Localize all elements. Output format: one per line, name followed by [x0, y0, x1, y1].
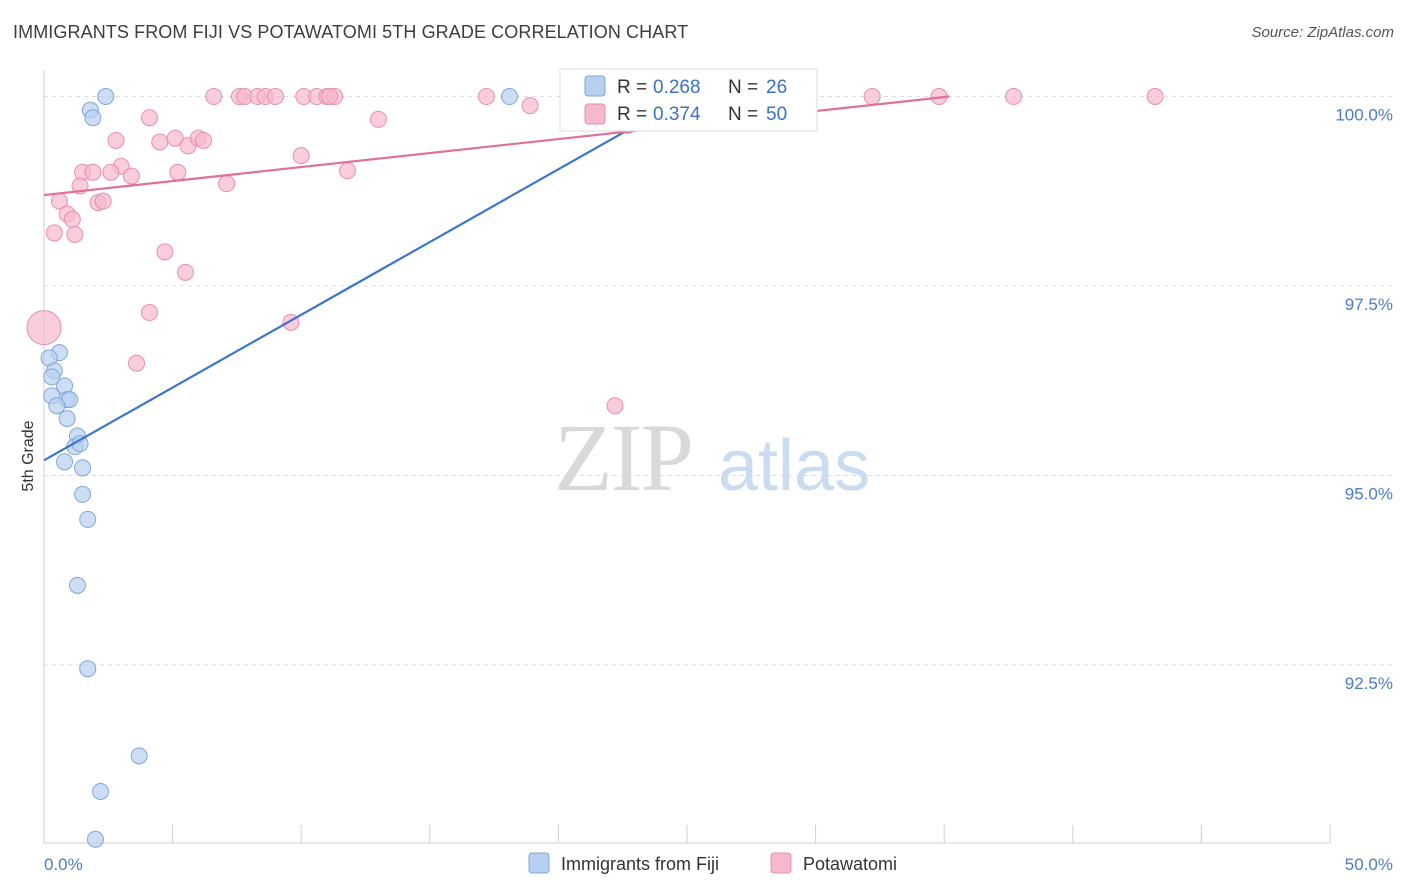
y-tick-label: 92.5%	[1345, 674, 1393, 693]
x-tick-label-min: 0.0%	[44, 855, 83, 874]
legend-swatch-fiji	[584, 75, 606, 97]
potawatomi-point	[151, 133, 169, 151]
y-tick-label: 95.0%	[1345, 484, 1393, 503]
fiji-point	[58, 410, 76, 428]
fiji-point	[68, 576, 86, 594]
fiji-point	[74, 459, 92, 477]
potawatomi-point	[194, 131, 212, 149]
series-fiji-points	[40, 88, 519, 848]
gridlines	[44, 96, 1393, 666]
fiji-point	[56, 453, 74, 471]
potawatomi-point	[266, 88, 284, 106]
potawatomi-point	[94, 192, 112, 210]
series-potawatomi-points	[26, 88, 1164, 415]
y-axis-label: 5th Grade	[20, 420, 37, 491]
potawatomi-point	[176, 263, 194, 281]
potawatomi-point	[128, 354, 146, 372]
legend-fiji-n-value: 26	[766, 77, 787, 98]
watermark-zip: ZIP	[554, 404, 692, 511]
fiji-point	[501, 88, 519, 106]
x-ticks	[43, 825, 1331, 843]
potawatomi-point	[122, 167, 140, 185]
legend-fiji-r-label: R =	[617, 77, 647, 98]
potawatomi-point	[205, 88, 223, 106]
chart-title: IMMIGRANTS FROM FIJI VS POTAWATOMI 5TH G…	[13, 22, 689, 42]
bottom-legend: Immigrants from Fiji Potawatomi	[528, 852, 897, 874]
potawatomi-point	[102, 163, 120, 181]
potawatomi-point	[63, 210, 81, 228]
potawatomi-point	[140, 304, 158, 322]
legend-potawatomi-n-label: N =	[728, 104, 758, 125]
x-tick-label-max: 50.0%	[1345, 855, 1393, 874]
watermark-atlas: atlas	[718, 426, 870, 506]
fiji-point	[74, 485, 92, 503]
potawatomi-point	[320, 88, 338, 106]
legend: R = 0.268 N = 26 R = 0.374 N = 50	[559, 68, 818, 132]
legend-potawatomi-n-value: 50	[766, 104, 787, 125]
y-tick-labels: 100.0% 97.5% 95.0% 92.5%	[1335, 106, 1393, 693]
y-tick-label: 100.0%	[1335, 106, 1393, 125]
legend-fiji-n-label: N =	[728, 77, 758, 98]
fiji-point	[84, 109, 102, 127]
fiji-point	[48, 397, 66, 415]
fiji-trendline	[43, 95, 688, 462]
potawatomi-point	[338, 162, 356, 180]
potawatomi-point	[107, 131, 125, 149]
potawatomi-point	[477, 88, 495, 106]
legend-potawatomi-r-label: R =	[617, 104, 647, 125]
fiji-point	[79, 660, 97, 678]
fiji-point	[86, 830, 104, 848]
watermark: ZIP atlas	[554, 404, 870, 511]
fiji-point	[43, 368, 61, 386]
potawatomi-point	[1005, 88, 1023, 106]
y-tick-label: 97.5%	[1345, 295, 1393, 314]
bottom-legend-swatch-fiji	[528, 852, 550, 874]
potawatomi-point	[26, 310, 62, 346]
potawatomi-point	[45, 224, 63, 242]
bottom-legend-label-potawatomi: Potawatomi	[803, 854, 897, 874]
bottom-legend-label-fiji: Immigrants from Fiji	[561, 854, 719, 874]
potawatomi-point	[292, 147, 310, 165]
potawatomi-point	[863, 88, 881, 106]
fiji-point	[130, 747, 148, 765]
potawatomi-point	[84, 163, 102, 181]
potawatomi-point	[606, 397, 624, 415]
potawatomi-point	[166, 129, 184, 147]
bottom-legend-swatch-potawatomi	[770, 852, 792, 874]
potawatomi-point	[369, 110, 387, 128]
potawatomi-point	[521, 97, 539, 115]
potawatomi-point	[66, 225, 84, 243]
legend-swatch-potawatomi	[584, 103, 606, 125]
chart-source: Source: ZipAtlas.com	[1251, 24, 1394, 41]
potawatomi-point	[218, 175, 236, 193]
potawatomi-point	[1146, 88, 1164, 106]
legend-potawatomi-r-value: 0.374	[653, 104, 701, 125]
potawatomi-point	[140, 109, 158, 127]
fiji-point	[79, 510, 97, 528]
potawatomi-point	[156, 243, 174, 261]
fiji-point	[97, 88, 115, 106]
fiji-point	[92, 782, 110, 800]
legend-fiji-r-value: 0.268	[653, 77, 701, 98]
potawatomi-point	[169, 163, 187, 181]
